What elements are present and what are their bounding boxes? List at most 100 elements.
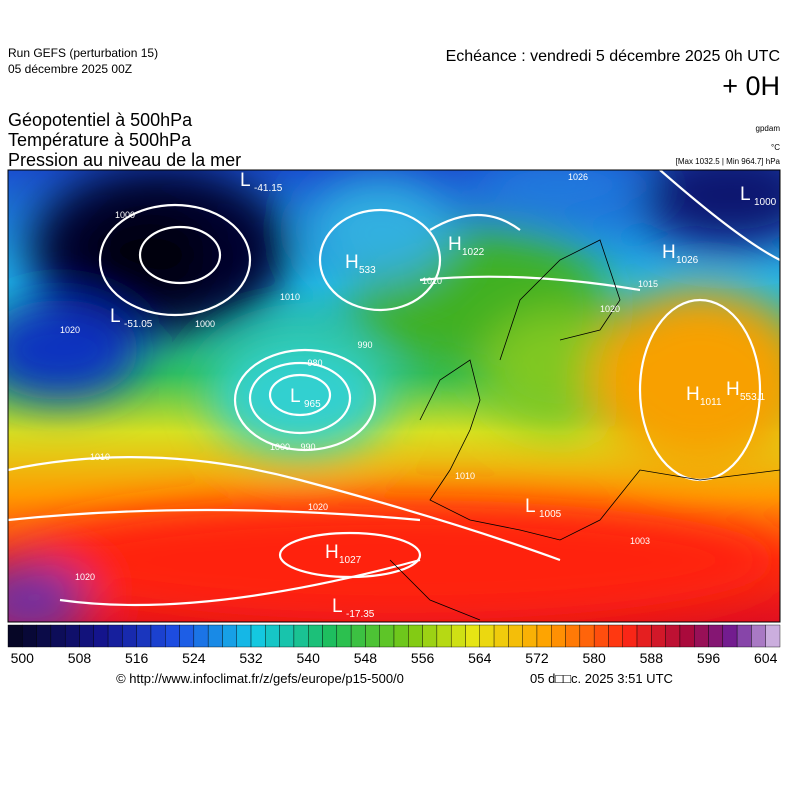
colorbar-cell	[165, 624, 180, 648]
colorbar-cell	[608, 624, 623, 648]
colorbar-tick-label: 556	[411, 650, 435, 666]
contour-label: 1020	[308, 502, 328, 512]
center-value: 1011	[700, 397, 722, 408]
field-title: Température à 500hPa	[8, 130, 192, 150]
colorbar-tick-label: 540	[297, 650, 321, 666]
contour-label: 980	[307, 358, 322, 368]
isobars	[8, 170, 780, 607]
center-letter: L	[740, 184, 751, 205]
center-letter: H	[726, 379, 740, 400]
contour-label: 1000	[270, 442, 290, 452]
center-letter: H	[448, 234, 462, 255]
center-letter: L	[240, 170, 251, 191]
coastlines	[389, 239, 780, 621]
run-label: Run GEFS (perturbation 15)	[8, 46, 158, 60]
colorbar-cell	[207, 624, 223, 648]
colorbar-cell	[593, 624, 609, 648]
colorbar-cell	[522, 624, 538, 648]
colorbar-tick-label: 532	[239, 650, 263, 666]
center-letter: L	[525, 496, 536, 517]
center-value: 965	[304, 399, 321, 410]
center-value: 1000	[754, 197, 777, 208]
colorbar-cell	[536, 624, 552, 648]
colorbar-tick-label: 604	[754, 650, 778, 666]
center-letter: L	[290, 386, 301, 407]
footer-time: 05 d□□c. 2025 3:51 UTC	[530, 671, 673, 686]
contour-label: 1010	[280, 292, 300, 302]
colorbar-cell	[336, 624, 352, 648]
colorbar-tick-label: 588	[640, 650, 664, 666]
colorbar-cell	[222, 624, 237, 648]
colorbar-cell	[379, 624, 395, 648]
colorbar-cell	[22, 624, 37, 648]
colorbar-cell	[322, 624, 338, 648]
contour-label: 1010	[422, 276, 442, 286]
colorbar-cell	[508, 624, 523, 648]
colorbar-cell	[422, 624, 438, 648]
colorbar-cell	[479, 624, 495, 648]
colorbar-cell	[622, 624, 638, 648]
contour-label: 1010	[455, 471, 475, 481]
colorbar-cell	[179, 624, 195, 648]
colorbar-cell	[308, 624, 323, 648]
center-value: 1005	[539, 509, 562, 520]
colorbar-cell	[136, 624, 152, 648]
colorbar-cell	[150, 624, 166, 648]
colorbar-cell	[250, 624, 266, 648]
unit: gpdam	[756, 124, 781, 133]
colorbar-tick-label: 572	[525, 650, 549, 666]
colorbar-tick-label: 564	[468, 650, 492, 666]
contour-label: 1026	[568, 172, 588, 182]
center-value: -41.15	[254, 183, 283, 194]
contour-label: 1000	[115, 210, 135, 220]
unit: °C	[771, 143, 780, 152]
colorbar-tick-label: 548	[354, 650, 378, 666]
colorbar-cell	[450, 624, 466, 648]
colorbar-cell	[265, 624, 280, 648]
center-value: 533	[359, 265, 376, 276]
colorbar-cell	[122, 624, 137, 648]
unit: [Max 1032.5 | Min 964.7] hPa	[676, 157, 781, 166]
contour-label: 990	[357, 340, 372, 350]
colorbar-cell	[50, 624, 66, 648]
colorbar-cell	[708, 624, 724, 648]
center-value: -17.35	[346, 609, 375, 620]
colorbar-cell	[279, 624, 295, 648]
colorbar-cell	[579, 624, 595, 648]
colorbar-cell	[350, 624, 366, 648]
center-letter: H	[345, 252, 359, 273]
contour-label: 1010	[90, 452, 110, 462]
center-letter: L	[332, 596, 343, 617]
colorbar-cell	[36, 624, 52, 648]
colorbar-cell	[79, 624, 94, 648]
colorbar-tick-label: 508	[68, 650, 92, 666]
echeance: Echéance : vendredi 5 décembre 2025 0h U…	[446, 48, 780, 65]
contour-label: 990	[300, 442, 315, 452]
center-letter: H	[686, 384, 700, 405]
contour-label: 1015	[638, 279, 658, 289]
colorbar-cell	[751, 624, 766, 648]
field-title: Pression au niveau de la mer	[8, 150, 241, 170]
center-letter: H	[325, 542, 339, 563]
colorbar-tick-label: 580	[582, 650, 606, 666]
colorbar-cell	[694, 624, 709, 648]
center-value: 1026	[676, 255, 699, 266]
colorbar-cell	[236, 624, 252, 648]
contour-label: 1003	[630, 536, 650, 546]
footer-url: © http://www.infoclimat.fr/z/gefs/europe…	[116, 671, 404, 686]
colorbar-cell	[465, 624, 480, 648]
colorbar-tick-label: 500	[11, 650, 35, 666]
colorbar-tick-label: 524	[182, 650, 206, 666]
colorbar-cell	[551, 624, 566, 648]
colorbar-cell	[665, 624, 681, 648]
colorbar-tick-label: 596	[697, 650, 721, 666]
colorbar-cell	[7, 624, 23, 648]
colorbar-cell	[493, 624, 509, 648]
center-value: 553.1	[740, 392, 765, 403]
colorbar-cell	[365, 624, 380, 648]
center-letter: L	[110, 306, 121, 327]
colorbar-cell	[722, 624, 738, 648]
center-value: 1022	[462, 247, 485, 258]
colorbar-cell	[679, 624, 695, 648]
